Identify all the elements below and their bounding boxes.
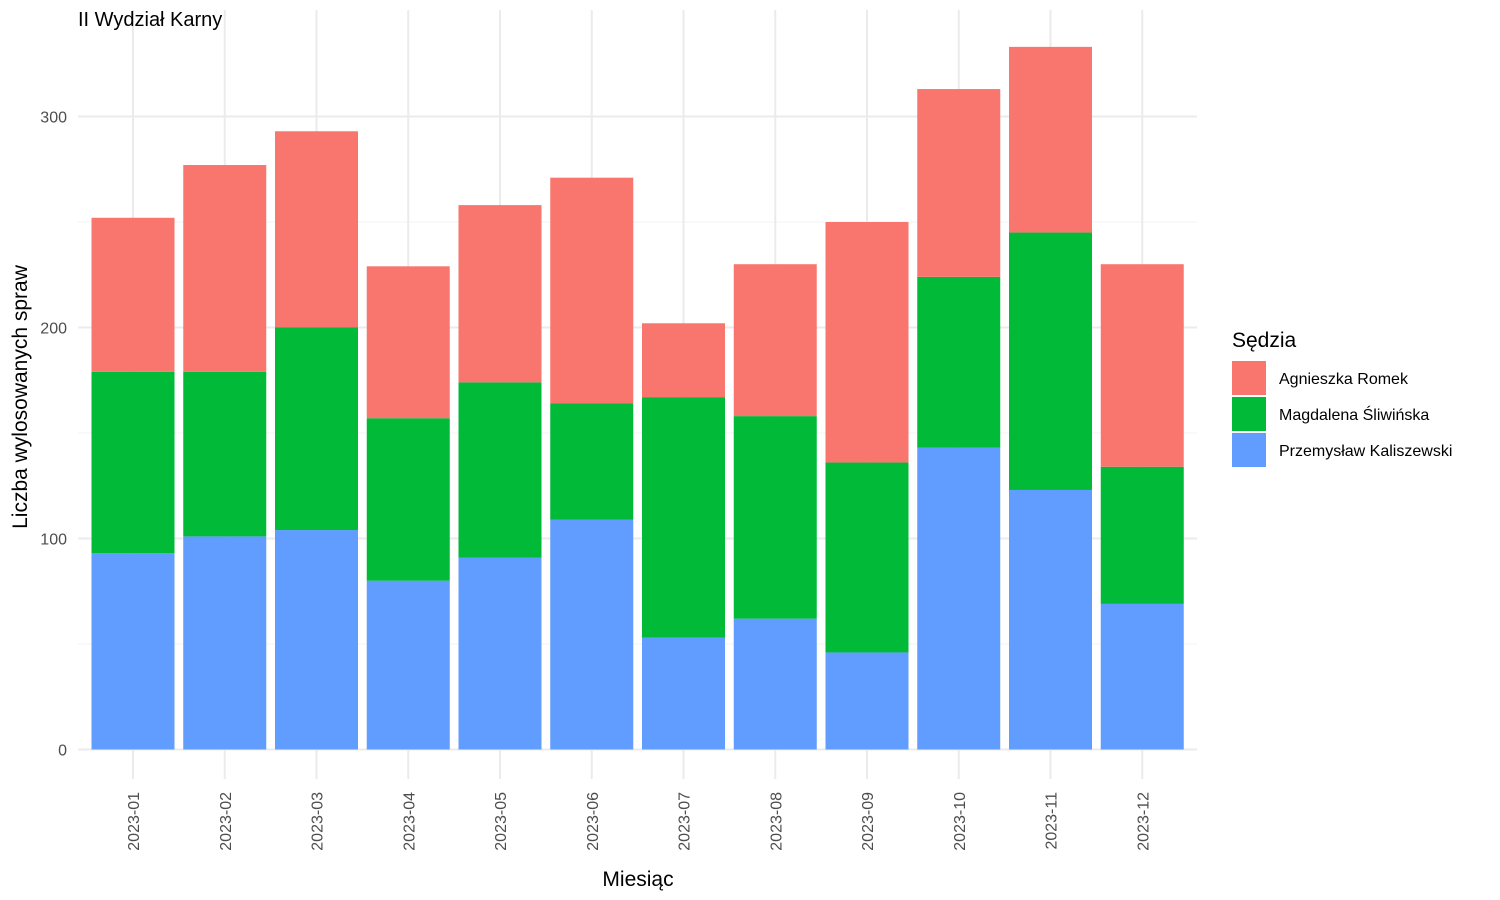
x-tick-label: 2023-10 xyxy=(952,792,969,851)
y-tick-label: 200 xyxy=(40,321,67,338)
bar-segment xyxy=(642,323,725,398)
legend-key xyxy=(1232,397,1266,431)
x-tick-label: 2023-05 xyxy=(493,792,510,851)
bar-segment xyxy=(1009,46,1092,233)
y-tick-label: 300 xyxy=(40,110,67,127)
bar-segment xyxy=(550,403,634,520)
bars xyxy=(91,46,1184,750)
x-tick-label: 2023-06 xyxy=(585,792,602,851)
bar-segment xyxy=(458,382,542,558)
bar-segment xyxy=(91,217,175,372)
bar-segment xyxy=(642,637,725,750)
bar-segment xyxy=(275,530,358,750)
bar-segment xyxy=(917,276,1001,448)
chart-title: II Wydział Karny xyxy=(78,9,222,31)
x-tick-label: 2023-03 xyxy=(310,792,327,851)
x-axis-ticks: 2023-01 2023-02 2023-03 2023-04 2023-05 2023-… xyxy=(126,792,1152,851)
bar-segment xyxy=(733,416,817,619)
x-tick-label: 2023-04 xyxy=(401,792,418,851)
legend-label: Przemysław Kaliszewski xyxy=(1279,443,1452,460)
x-tick-label: 2023-07 xyxy=(677,792,694,851)
y-tick-label: 100 xyxy=(40,532,67,549)
bar-segment xyxy=(91,553,175,750)
bar-segment xyxy=(366,418,450,581)
bar-segment xyxy=(1009,232,1092,490)
bar-segment xyxy=(275,327,358,531)
legend: Sędzia Agnieszka Romek Magdalena Śliwińsk… xyxy=(1232,329,1452,467)
x-tick-label: 2023-11 xyxy=(1044,792,1061,850)
bar-segment xyxy=(458,557,542,750)
bar-segment xyxy=(183,165,267,372)
bar-segment xyxy=(733,264,817,417)
bar-segment xyxy=(917,89,1001,277)
bar-segment xyxy=(825,652,909,750)
legend-key xyxy=(1232,361,1266,395)
x-axis-title: Miesiąc xyxy=(602,868,673,891)
bar-segment xyxy=(550,177,634,404)
x-tick-label: 2023-08 xyxy=(768,792,785,851)
bar-segment xyxy=(825,222,909,463)
y-axis-ticks: 0 100 200 300 xyxy=(40,110,67,760)
bar-segment xyxy=(183,371,267,537)
y-tick-label: 0 xyxy=(58,743,67,760)
bar-segment xyxy=(1100,466,1184,604)
bar-segment xyxy=(642,397,725,638)
x-tick-label: 2023-01 xyxy=(126,792,143,851)
bar-segment xyxy=(917,447,1001,750)
bar-segment xyxy=(458,205,542,383)
bar-segment xyxy=(1100,264,1184,467)
bar-segment xyxy=(91,371,175,554)
bar-segment xyxy=(366,580,450,750)
legend-items: Agnieszka Romek Magdalena Śliwińska Przemy… xyxy=(1232,361,1452,467)
bar-segment xyxy=(366,266,450,419)
x-tick-label: 2023-09 xyxy=(860,792,877,851)
y-axis-title: Liczba wylosowanych spraw xyxy=(9,264,32,529)
legend-key xyxy=(1232,433,1266,467)
bar-segment xyxy=(1009,489,1092,750)
bar-segment xyxy=(825,462,909,653)
legend-label: Agnieszka Romek xyxy=(1279,371,1409,388)
bar-segment xyxy=(1100,603,1184,750)
bar-segment xyxy=(275,131,358,328)
legend-label: Magdalena Śliwińska xyxy=(1279,405,1429,424)
bar-segment xyxy=(550,519,634,750)
legend-title: Sędzia xyxy=(1232,329,1297,352)
x-tick-label: 2023-12 xyxy=(1135,792,1152,851)
bar-segment xyxy=(733,618,817,750)
bar-segment xyxy=(183,536,267,750)
x-tick-label: 2023-02 xyxy=(218,792,235,851)
